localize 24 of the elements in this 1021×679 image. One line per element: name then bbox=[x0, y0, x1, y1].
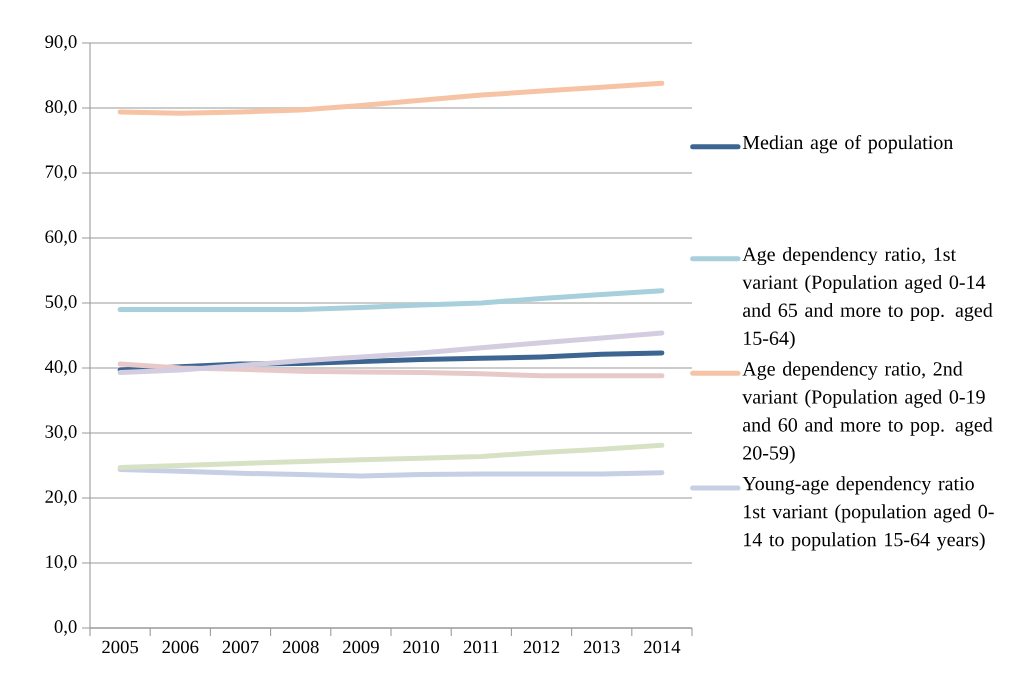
legend-label: Age dependency ratio, 1st variant (Population aged 0-14 and 65 and more to pop. aged 15-64) bbox=[742, 246, 993, 350]
legend-label: Median age of population bbox=[742, 134, 954, 154]
x-tick-label: 2006 bbox=[162, 640, 199, 654]
x-tick-label: 2011 bbox=[463, 640, 499, 654]
x-tick-label: 2005 bbox=[102, 640, 139, 654]
x-tick-label: 2008 bbox=[282, 640, 319, 654]
y-tick-label: 40,0 bbox=[44, 360, 77, 376]
legend-label: Young-age dependency ratio 1st variant (population aged 0-14 to population 15-64 years) bbox=[742, 476, 994, 551]
x-tick-label: 2009 bbox=[343, 640, 379, 654]
y-tick-label: 60,0 bbox=[45, 230, 77, 246]
y-tick-label: 50,0 bbox=[45, 295, 77, 311]
y-tick-label: 30,0 bbox=[45, 425, 77, 441]
legend-label: Age dependency ratio, 2nd variant (Population aged 0-19 and 60 and more to pop. aged 20-59) bbox=[742, 361, 993, 464]
y-tick-label: 90,0 bbox=[45, 35, 77, 51]
y-tick-label: 80,0 bbox=[45, 100, 77, 116]
x-tick-label: 2012 bbox=[523, 640, 560, 654]
y-tick-label: 10,0 bbox=[46, 555, 77, 571]
x-tick-label: 2010 bbox=[403, 640, 440, 654]
x-tick-label: 2007 bbox=[222, 640, 259, 654]
x-tick-label: 2014 bbox=[644, 640, 681, 654]
y-tick-label: 20,0 bbox=[45, 490, 77, 506]
x-tick-label: 2013 bbox=[583, 640, 620, 654]
y-tick-label: 0,0 bbox=[54, 620, 77, 636]
y-tick-label: 70,0 bbox=[45, 165, 77, 181]
